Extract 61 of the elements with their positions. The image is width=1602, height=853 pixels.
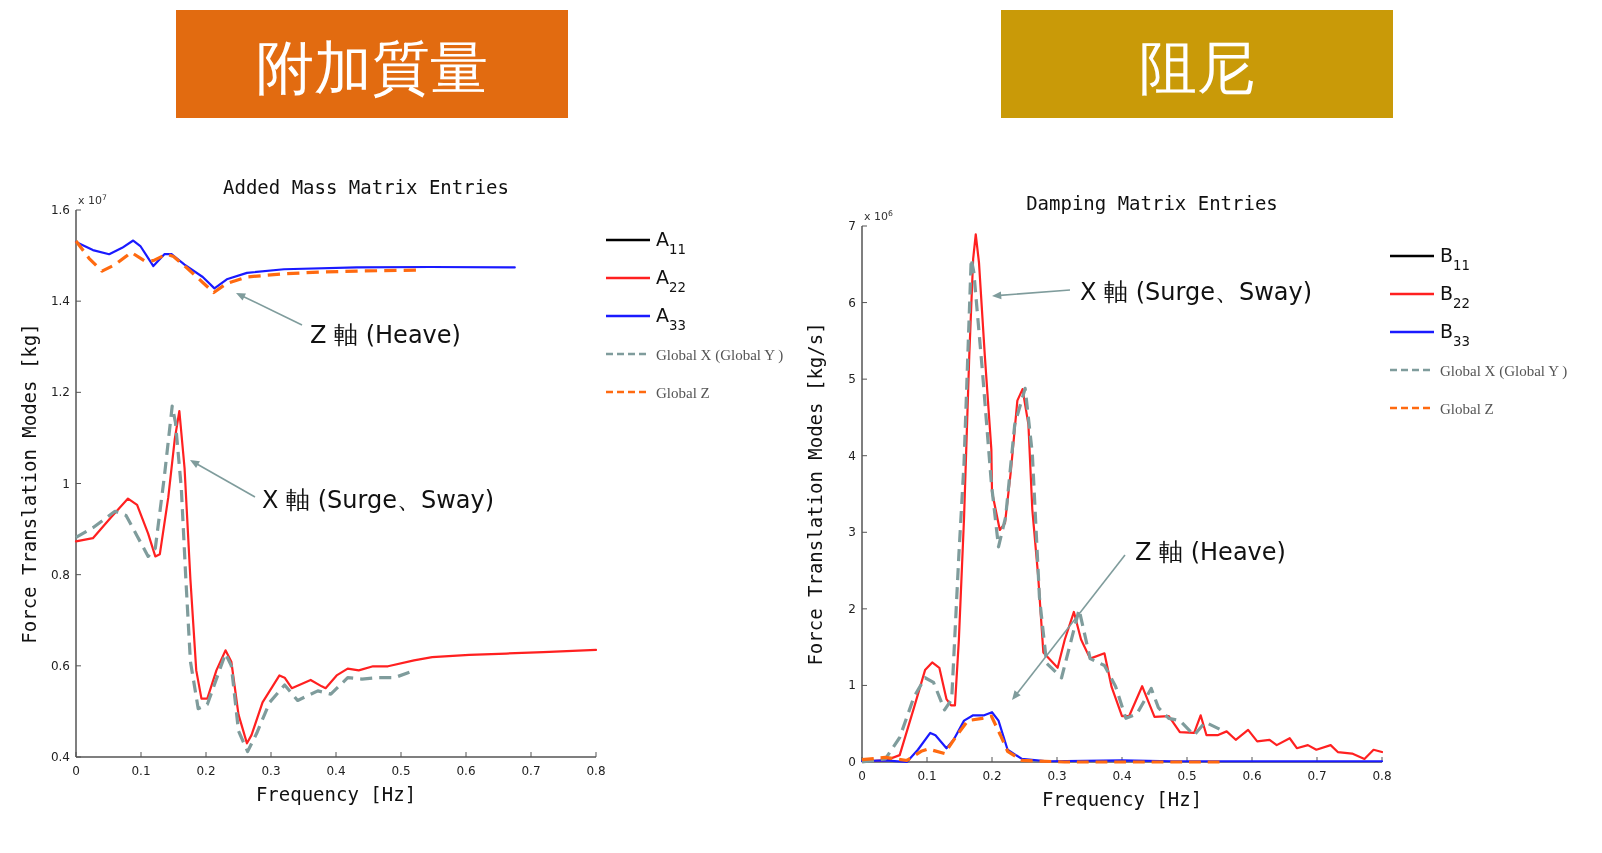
- line-series: [74, 404, 412, 754]
- legend-label: Global Z: [656, 385, 710, 401]
- legend-label: A$_{11}$: [656, 228, 686, 257]
- x-tick-label: 0.5: [1177, 769, 1197, 783]
- y-tick-label: 1: [848, 678, 856, 693]
- y-tick-label: 4: [848, 448, 856, 463]
- legend-label: Global Z: [1440, 401, 1494, 417]
- legend-label: A$_{22}$: [656, 266, 686, 295]
- annotation: Z 軸 (Heave): [310, 321, 461, 349]
- y-tick-label: 1.2: [50, 385, 70, 400]
- y-axis-title: Force Translation Modes [kg]: [18, 323, 40, 644]
- x-tick-label: 0.8: [586, 764, 606, 778]
- x-tick-label: 0.6: [456, 764, 476, 778]
- x-tick-label: 0.3: [261, 764, 281, 778]
- legend-label: B$_{33}$: [1440, 320, 1470, 349]
- y-tick-label: 5: [848, 372, 856, 387]
- x-tick-label: 0.6: [1242, 769, 1262, 783]
- text: x 10$^{6}$: [864, 208, 894, 223]
- x-tick-label: 0.4: [326, 764, 346, 778]
- x-tick-label: 0.7: [521, 764, 541, 778]
- legend-label: Global X (Global Y ): [1440, 363, 1568, 380]
- x-tick-label: 0: [72, 764, 80, 778]
- x-axis-title: Frequency [Hz]: [1041, 788, 1203, 810]
- chart-title: 附加質量: [256, 34, 488, 102]
- text: x 10$^{7}$: [78, 192, 108, 207]
- chart-subtitle: Damping Matrix Entries: [1026, 192, 1278, 214]
- x-tick-label: 0.2: [196, 764, 216, 778]
- legend-label: B$_{22}$: [1440, 282, 1470, 311]
- legend-label: Global X (Global Y ): [656, 347, 784, 364]
- y-axis-title: Force Translation Modes [kg/s]: [804, 322, 826, 666]
- x-tick-label: 0.5: [391, 764, 411, 778]
- y-tick-label: 2: [848, 601, 856, 616]
- x-tick-label: 0.1: [131, 764, 151, 778]
- line-series: [860, 714, 1222, 764]
- annotation: Z 軸 (Heave): [1135, 538, 1286, 566]
- x-tick-label: 0.7: [1307, 769, 1327, 783]
- line-series: [74, 239, 418, 295]
- y-tick-label: 1.6: [50, 203, 70, 217]
- x-tick-label: 0.1: [917, 769, 937, 783]
- legend-label: A$_{33}$: [656, 304, 686, 333]
- x-tick-label: 0.4: [1112, 769, 1132, 783]
- chart-title: 阻尼: [1139, 34, 1255, 102]
- legend-label: B$_{11}$: [1440, 244, 1470, 273]
- y-tick-label: 7: [848, 219, 856, 233]
- y-tick-label: 0.4: [50, 750, 70, 764]
- annotation: X 軸 (Surge、Sway): [1080, 278, 1313, 306]
- x-axis-title: Frequency [Hz]: [255, 783, 417, 805]
- y-tick-label: 1: [62, 476, 70, 491]
- y-tick-label: 0.8: [50, 567, 70, 582]
- x-tick-label: 0.2: [982, 769, 1002, 783]
- x-tick-label: 0.3: [1047, 769, 1067, 783]
- y-tick-label: 1.4: [50, 294, 70, 309]
- y-tick-label: 3: [848, 525, 856, 540]
- annotation: X 軸 (Surge、Sway): [262, 486, 495, 514]
- x-tick-label: 0.8: [1372, 769, 1392, 783]
- y-tick-label: 0.6: [50, 658, 70, 673]
- y-tick-label: 6: [848, 295, 856, 310]
- y-tick-label: 0: [848, 755, 856, 769]
- x-tick-label: 0: [858, 769, 866, 783]
- chart-subtitle: Added Mass Matrix Entries: [223, 176, 509, 198]
- line-series: [74, 409, 598, 745]
